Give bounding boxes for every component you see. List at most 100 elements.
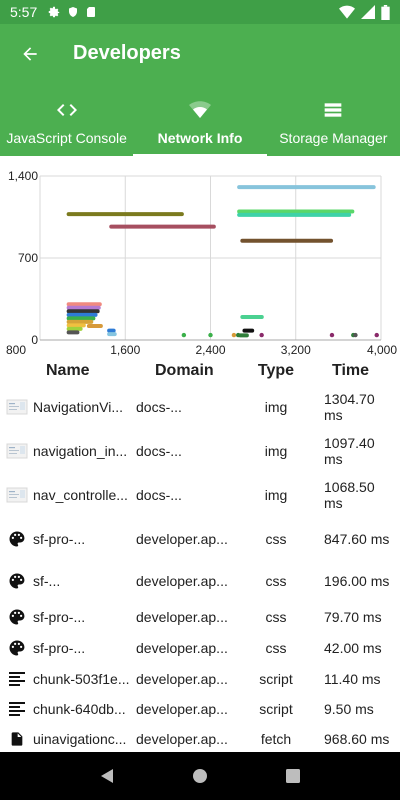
timeline-bar — [66, 326, 83, 331]
timeline-bar — [66, 312, 98, 317]
status-time: 5:57 — [10, 4, 38, 20]
timeline-point — [231, 332, 237, 338]
tab-label: Network Info — [157, 130, 243, 146]
cell-time: 847.60 ms — [324, 530, 390, 547]
image-thumbnail-icon — [0, 442, 30, 460]
nav-home-icon[interactable] — [192, 768, 208, 784]
page-title: Developers — [73, 42, 181, 64]
y-tick-label: 1,400 — [8, 169, 38, 183]
cell-name: NavigationVi... — [33, 398, 124, 415]
palette-icon — [0, 530, 30, 548]
cell-domain: developer.ap... — [136, 640, 228, 656]
timeline-point — [329, 332, 335, 338]
tab-label: Storage Manager — [279, 130, 388, 146]
palette-icon — [0, 639, 30, 657]
cell-time: 968.60 ms — [324, 731, 390, 747]
table-row[interactable]: sf-... developer.ap... css 196.00 ms — [0, 561, 400, 601]
cell-name: uinavigationc... — [33, 731, 127, 747]
table-row[interactable]: nav_controlle... docs-... img 1068.50 ms — [0, 473, 400, 516]
cell-name: sf-... — [33, 573, 61, 589]
table-row[interactable]: NavigationVi... docs-... img 1304.70 ms — [0, 384, 400, 429]
arrow-back-icon — [23, 47, 37, 61]
script-lines-icon — [0, 671, 30, 687]
cell-name: chunk-640db... — [33, 701, 126, 717]
cell-type: script — [259, 670, 293, 687]
storage-icon — [324, 103, 342, 117]
timeline-bar — [109, 224, 216, 229]
cell-name: sf-pro-... — [33, 640, 86, 656]
x-tick-label: 3,200 — [281, 343, 311, 357]
timeline-bar — [66, 305, 101, 310]
table-row[interactable]: navigation_in... docs-... img 1097.40 ms — [0, 429, 400, 473]
cell-type: css — [265, 530, 287, 547]
cell-time: 42.00 ms — [324, 640, 382, 656]
cell-time: 1097.40 ms — [324, 435, 375, 467]
timeline-bar — [107, 328, 116, 333]
timeline-bar — [237, 212, 352, 217]
system-nav-bar — [0, 752, 400, 800]
tab-network-info[interactable]: Network Info — [133, 88, 266, 156]
header-time: Time — [332, 362, 370, 379]
cell-name: nav_controlle... — [33, 486, 128, 503]
palette-icon — [0, 608, 30, 626]
cell-time: 1304.70 ms — [324, 390, 375, 423]
timeline-bar — [66, 302, 102, 307]
nav-back-icon[interactable] — [99, 768, 115, 784]
gear-icon — [49, 6, 60, 18]
timeline-point — [374, 332, 379, 338]
sd-card-icon — [87, 7, 96, 17]
table-row[interactable]: sf-pro-... developer.ap... css 79.70 ms — [0, 601, 400, 633]
table-row[interactable]: uinavigationc... developer.ap... fetch 968.… — [0, 724, 400, 754]
table-header: Name Domain Type Time — [0, 358, 400, 384]
back-button[interactable] — [16, 40, 44, 68]
table-row[interactable]: chunk-640db... developer.ap... script 9.50 … — [0, 694, 400, 724]
cell-time: 11.40 ms — [324, 670, 381, 687]
nav-recents-icon[interactable] — [285, 768, 301, 784]
timeline-point — [208, 332, 213, 338]
table-row[interactable]: sf-pro-... developer.ap... css 847.60 ms — [0, 516, 400, 561]
cell-time: 196.00 ms — [324, 573, 390, 589]
cell-domain: docs-... — [136, 443, 182, 459]
tab-bar: JavaScript Console Network Info Storage … — [0, 88, 400, 156]
timeline-bar — [66, 330, 80, 335]
cell-time: 9.50 ms — [324, 701, 374, 717]
cell-name: sf-pro-... — [33, 530, 86, 547]
wifi-signal-icon — [339, 5, 355, 19]
app-bar: Developers JavaScript Console Network In… — [0, 24, 400, 156]
table-row[interactable]: chunk-503f1e... developer.ap... script 11.4… — [0, 663, 400, 694]
cell-domain: docs-... — [136, 486, 182, 503]
cell-type: img — [264, 486, 288, 503]
shield-icon — [69, 7, 78, 17]
network-timeline-chart: 1,400 700 0 800 1,600 2,400 3,200 4,000 — [0, 168, 400, 360]
tab-indicator — [133, 154, 267, 156]
table-row[interactable]: sf-pro-... developer.ap... css 42.00 ms — [0, 633, 400, 663]
timeline-bar — [238, 333, 249, 338]
image-thumbnail-icon — [0, 486, 30, 504]
cell-type: img — [264, 443, 288, 459]
timeline-point — [236, 332, 241, 338]
chart-svg: 1,400 700 0 800 1,600 2,400 3,200 4,000 — [6, 169, 397, 357]
header-name: Name — [46, 362, 90, 379]
header-domain: Domain — [155, 362, 214, 379]
timeline-bar — [86, 323, 103, 328]
battery-icon — [381, 4, 390, 20]
cell-domain: developer.ap... — [136, 670, 228, 687]
cell-name: chunk-503f1e... — [33, 670, 130, 687]
cell-type: css — [265, 609, 287, 625]
cell-time: 79.70 ms — [324, 609, 382, 625]
palette-icon — [0, 572, 30, 590]
timeline-point — [353, 332, 358, 338]
timeline-bar — [66, 316, 96, 321]
y-tick-label: 0 — [31, 333, 38, 347]
tab-javascript-console[interactable]: JavaScript Console — [0, 88, 133, 156]
cell-domain: developer.ap... — [136, 731, 228, 747]
x-tick-label: 1,600 — [110, 343, 140, 357]
cell-type: fetch — [260, 731, 292, 747]
tab-label: JavaScript Console — [6, 130, 127, 146]
timeline-bar — [66, 212, 184, 217]
table-body: NavigationVi... docs-... img 1304.70 ms navi… — [0, 384, 400, 754]
script-lines-icon — [0, 701, 30, 717]
tab-storage-manager[interactable]: Storage Manager — [267, 88, 400, 156]
cell-domain: developer.ap... — [136, 701, 228, 717]
code-icon — [56, 104, 77, 116]
